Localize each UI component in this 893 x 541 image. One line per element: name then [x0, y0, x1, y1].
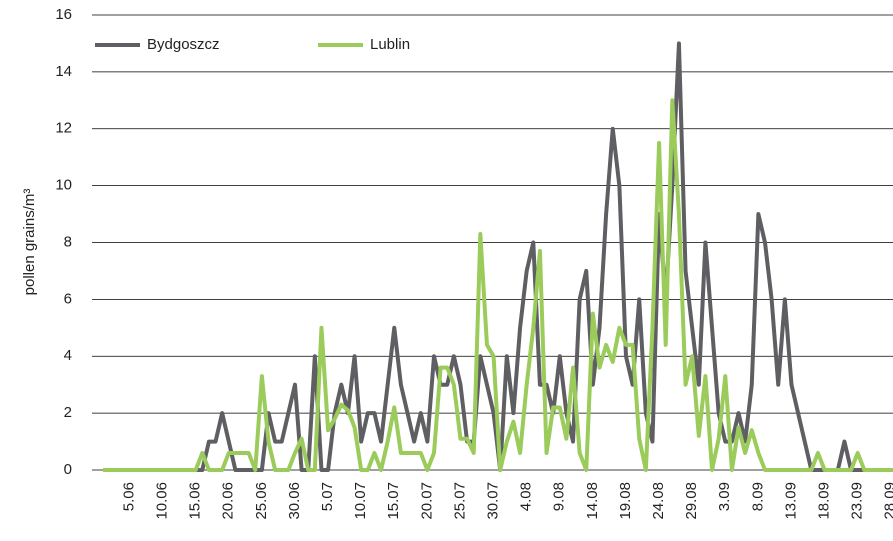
line-series [103, 98, 893, 472]
y-tick-label: 2 [64, 404, 72, 421]
y-axis-label: pollen grains/m³ [21, 189, 38, 296]
x-tick-label: 3.09 [716, 482, 733, 511]
legend-label: Lublin [370, 36, 410, 53]
y-tick-label: 8 [64, 233, 72, 250]
x-tick-label: 23.09 [849, 482, 866, 520]
y-tick-label: 14 [55, 63, 72, 80]
x-tick-label: 30.07 [485, 482, 502, 520]
x-tick-label: 4.08 [518, 482, 535, 511]
x-tick-label: 14.08 [584, 482, 601, 520]
y-tick-label: 4 [64, 347, 72, 364]
legend-label: Bydgoszcz [147, 36, 220, 53]
line-series [103, 41, 893, 472]
x-tick-label: 10.07 [352, 482, 369, 520]
x-tick-label: 24.08 [650, 482, 667, 520]
x-tick-label: 25.07 [451, 482, 468, 520]
x-tick-label: 29.08 [683, 482, 700, 520]
x-tick-label: 20.07 [418, 482, 435, 520]
x-tick-label: 15.07 [385, 482, 402, 520]
x-tick-label: 9.08 [551, 482, 568, 511]
x-tick-label: 19.08 [617, 482, 634, 520]
y-tick-label: 10 [55, 177, 72, 194]
x-tick-label: 13.09 [782, 482, 799, 520]
x-tick-label: 10.06 [154, 482, 171, 520]
x-tick-label: 5.06 [120, 482, 137, 511]
y-tick-label: 6 [64, 290, 72, 307]
x-tick-label: 18.09 [816, 482, 833, 520]
y-tick-label: 16 [55, 6, 72, 23]
y-tick-label: 12 [55, 120, 72, 137]
x-tick-label: 8.09 [749, 482, 766, 511]
x-tick-label: 5.07 [319, 482, 336, 511]
x-tick-label: 15.06 [187, 482, 204, 520]
x-tick-label: 28.09 [882, 482, 893, 520]
y-tick-label: 0 [64, 461, 72, 478]
x-tick-label: 20.06 [220, 482, 237, 520]
x-tick-label: 25.06 [253, 482, 270, 520]
x-tick-label: 30.06 [286, 482, 303, 520]
